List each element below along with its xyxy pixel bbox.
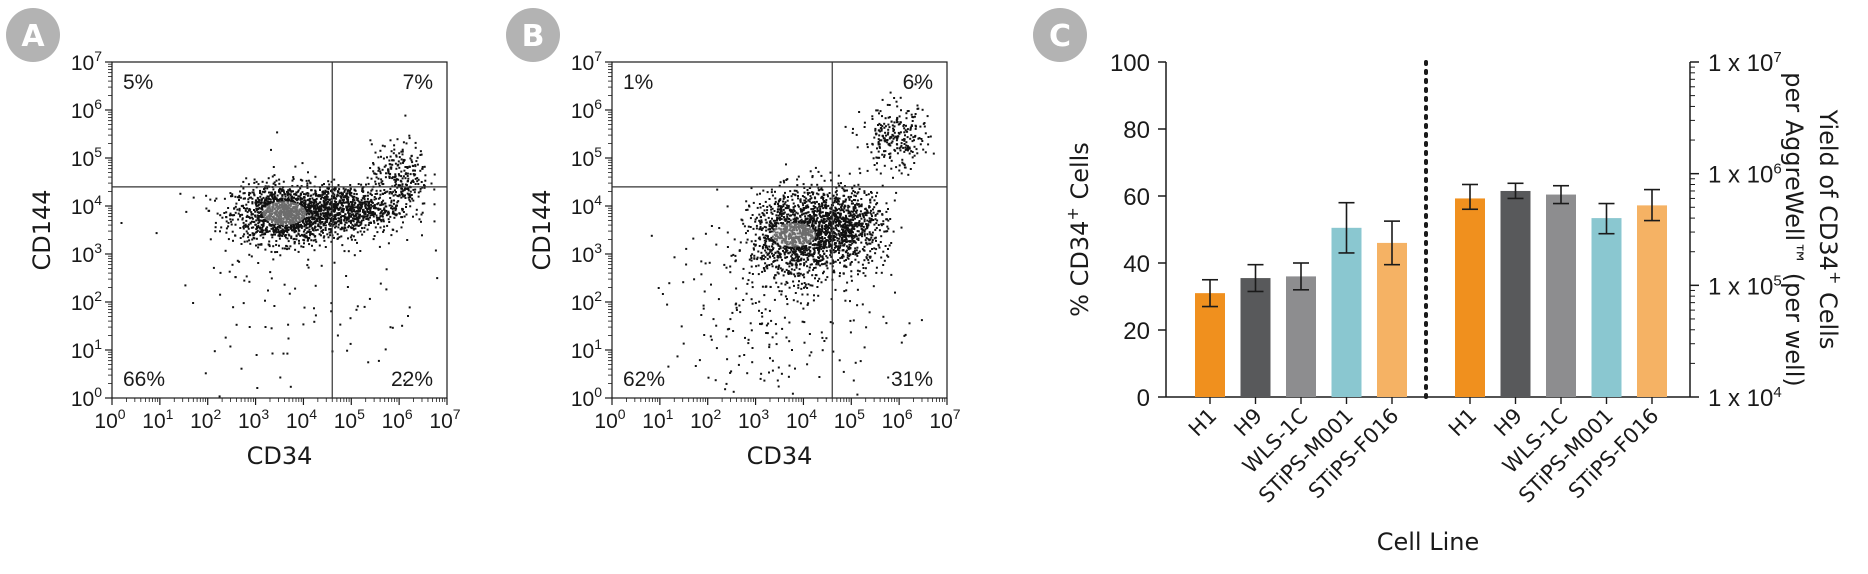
y-tick-label: 101 (71, 336, 102, 363)
y-axis-title: CD144 (528, 189, 556, 270)
quadrant-upper-right: 7% (403, 71, 433, 94)
category-label: H9 (1489, 404, 1527, 442)
x-tick-label: 104 (286, 406, 317, 433)
bar-wls-1c (1546, 194, 1576, 397)
right-tick-label: 1 x 105 (1708, 272, 1782, 300)
y-tick-label: 105 (71, 144, 102, 171)
x-tick-label: 102 (690, 406, 721, 433)
flow-plot-a: 100 101 102 103 104 105 106 107 100 101 102 103 104 1… (28, 48, 461, 470)
left-tick-label: 100 (1110, 50, 1150, 77)
left-tick-label: 60 (1123, 184, 1150, 211)
y-tick-label: 102 (71, 288, 102, 315)
x-tick-label: 106 (382, 406, 413, 433)
quadrant-lower-left: 62% (623, 368, 665, 391)
bar-h1 (1195, 293, 1225, 397)
x-tick-label: 105 (334, 406, 365, 433)
bar-stips-f016 (1377, 242, 1407, 397)
panel-a-badge: A (6, 8, 60, 62)
plot-frame (611, 61, 948, 399)
right-tick-label: 1 x 107 (1708, 49, 1782, 77)
y-axis-title: CD144 (28, 189, 56, 270)
panel-a-letter: A (21, 19, 45, 54)
x-axis-title: Cell Line (1377, 528, 1480, 556)
quadrant-lower-right: 22% (391, 368, 433, 391)
x-tick-label: 107 (929, 406, 960, 433)
quadrant-lower-right: 31% (891, 368, 933, 391)
category-label: H9 (1229, 404, 1267, 442)
quadrant-upper-left: 1% (623, 71, 653, 94)
panel-b-letter: B (522, 19, 545, 54)
event-dots (650, 83, 935, 396)
x-axis-title: CD34 (247, 442, 313, 470)
x-tick-label: 100 (94, 406, 125, 433)
bar-chart-c: 0 20 40 60 80 100 1 x 104 1 x 105 1 x 106 1 x 107… (1063, 49, 1845, 556)
bar-h9 (1500, 190, 1531, 397)
y-tick-label: 104 (571, 192, 602, 219)
bar-h1 (1455, 198, 1485, 397)
bar-wls-1c (1286, 276, 1316, 397)
left-tick-label: 80 (1123, 117, 1150, 144)
y-tick-label: 105 (571, 144, 602, 171)
quadrant-upper-right: 6% (903, 71, 933, 94)
y-tick-label: 107 (71, 48, 102, 75)
y-tick-label: 100 (571, 384, 602, 411)
bar-stips-f016 (1637, 205, 1667, 397)
panel-c-badge: C (1033, 8, 1087, 62)
x-tick-label: 103 (738, 406, 769, 433)
y-tick-label: 102 (571, 288, 602, 315)
y-tick-label: 103 (571, 240, 602, 267)
x-tick-label: 101 (142, 406, 173, 433)
quadrant-lower-left: 66% (123, 368, 165, 391)
plot-frame (111, 61, 448, 399)
y-tick-label: 107 (571, 48, 602, 75)
y-tick-label: 106 (71, 96, 102, 123)
x-tick-label: 103 (238, 406, 269, 433)
x-tick-label: 104 (786, 406, 817, 433)
category-label: H1 (1444, 404, 1482, 442)
left-tick-label: 0 (1137, 385, 1150, 412)
x-tick-label: 102 (190, 406, 221, 433)
bar-stips-m001 (1331, 227, 1362, 397)
right-tick-label: 1 x 104 (1708, 384, 1782, 412)
panel-c-letter: C (1049, 19, 1071, 54)
right-axis-title: Yield of CD34+ Cellsper AggreWell™ (per … (1780, 72, 1845, 387)
left-tick-label: 40 (1123, 251, 1150, 278)
y-tick-label: 100 (71, 384, 102, 411)
category-label: H1 (1184, 404, 1222, 442)
bar-stips-m001 (1591, 218, 1622, 397)
x-tick-label: 106 (882, 406, 913, 433)
y-tick-label: 101 (571, 336, 602, 363)
y-tick-label: 106 (571, 96, 602, 123)
x-tick-label: 107 (429, 406, 460, 433)
left-tick-label: 20 (1123, 318, 1150, 345)
right-tick-label: 1 x 106 (1708, 161, 1782, 189)
y-tick-label: 103 (71, 240, 102, 267)
panel-b-badge: B (506, 8, 560, 62)
x-axis-title: CD34 (747, 442, 813, 470)
flow-plot-b: 100 101 102 103 104 105 106 107 100 101 102 103 104 1… (528, 48, 961, 470)
x-tick-label: 100 (594, 406, 625, 433)
y-tick-label: 104 (71, 192, 102, 219)
x-tick-label: 101 (642, 406, 673, 433)
quadrant-upper-left: 5% (123, 71, 153, 94)
event-dots (120, 114, 439, 398)
x-tick-label: 105 (834, 406, 865, 433)
bar-h9 (1240, 278, 1271, 397)
left-axis-title: % CD34+ Cells (1063, 142, 1094, 317)
